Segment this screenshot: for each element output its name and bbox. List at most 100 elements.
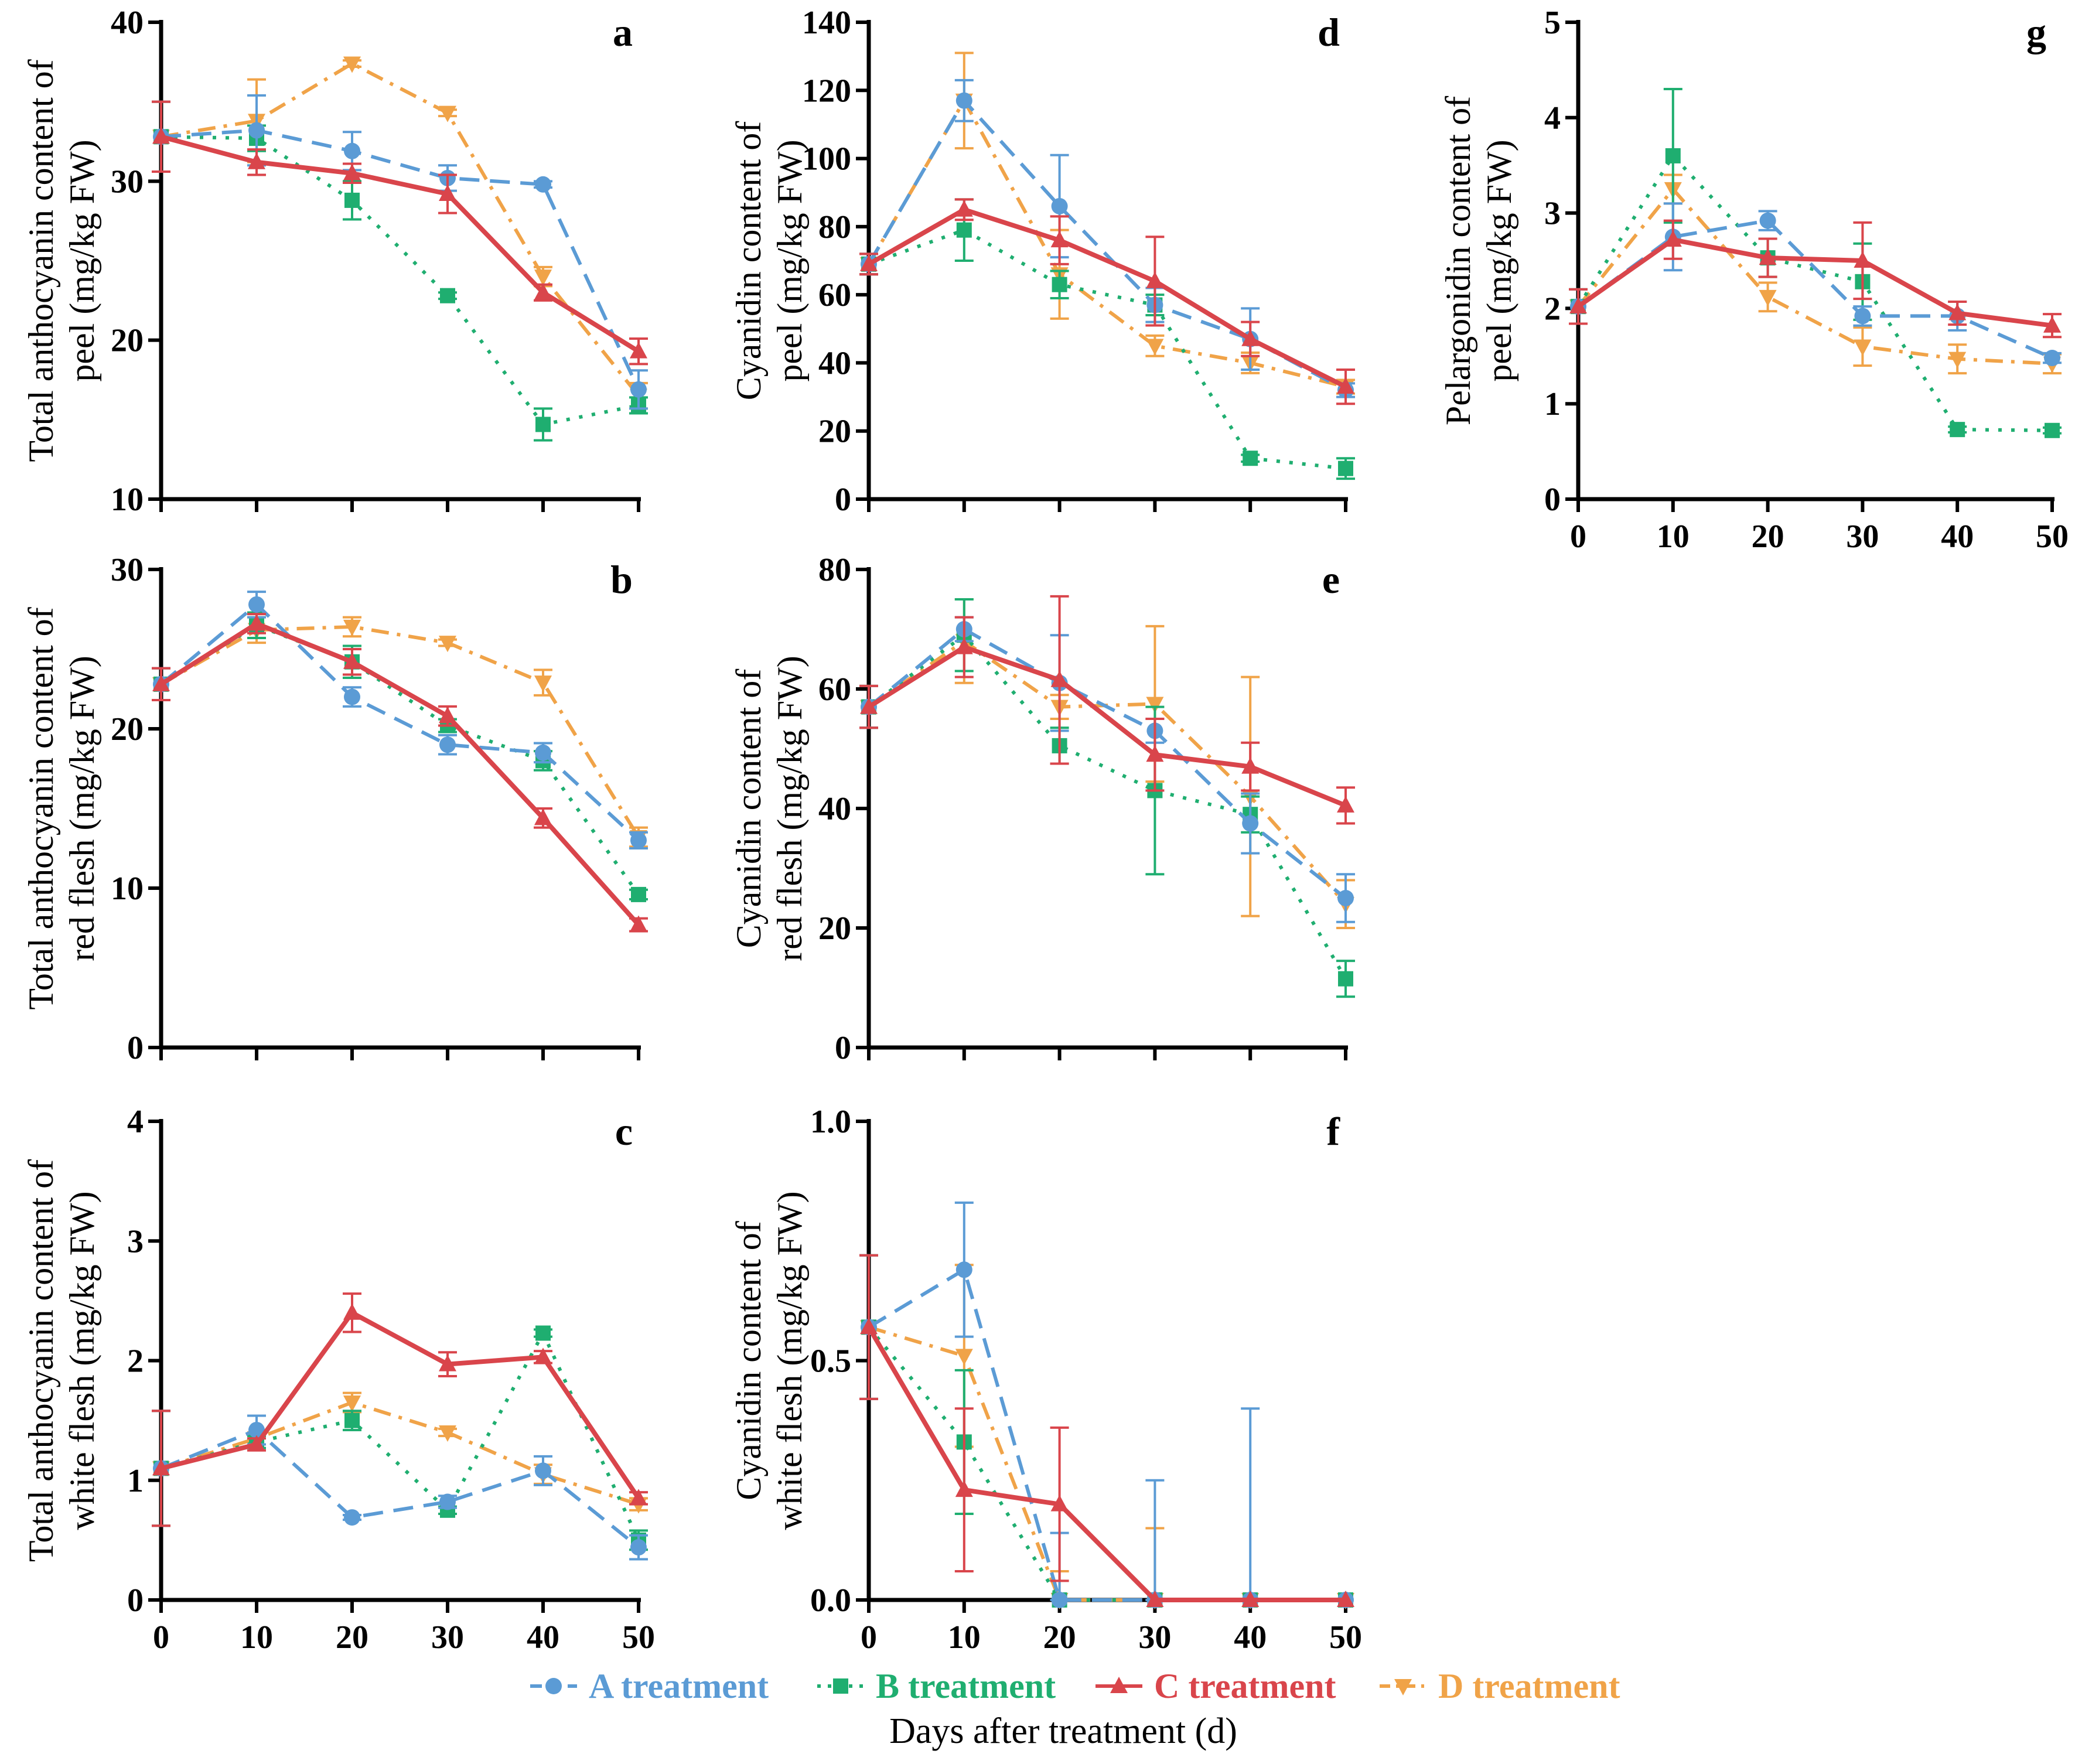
x-axis-title: Days after treatment (d) [889, 1711, 1237, 1751]
series-line [160, 1428, 640, 1549]
data-point [860, 697, 878, 714]
data-point [343, 652, 361, 669]
legend-item-D-treatment: D treatment [1380, 1667, 1620, 1705]
y-tick-label: 5 [1544, 5, 1561, 41]
panel-letter: a [613, 10, 633, 54]
legend-marker [1394, 1679, 1412, 1695]
y-axis-label-line: Cyanidin content of [729, 1221, 768, 1500]
y-axis-label-line: peel (mg/kg FW) [770, 139, 809, 381]
y-axis-label-line: red flesh (mg/kg FW) [770, 656, 809, 961]
data-point [152, 1459, 170, 1476]
y-tick-label: 1.0 [810, 1104, 851, 1140]
panel-letter: b [610, 557, 633, 602]
x-tick-label: 10 [948, 1619, 981, 1656]
y-tick-label: 20 [818, 414, 851, 450]
y-tick-label: 140 [802, 5, 851, 41]
y-axis-label-line: peel (mg/kg FW) [63, 139, 101, 381]
panel-letter: c [615, 1109, 633, 1154]
data-point [1569, 297, 1587, 314]
series-line [160, 625, 640, 838]
data-point [630, 832, 647, 849]
series-line [1576, 187, 2053, 366]
series-line [160, 134, 640, 354]
series-C-treatment [859, 198, 1355, 405]
data-point [1052, 277, 1067, 292]
data-point [439, 1493, 456, 1510]
series-line [866, 1326, 1346, 1602]
legend-marker [545, 1678, 562, 1694]
legend-label: B treatment [876, 1667, 1056, 1705]
series-C-treatment [1569, 219, 2062, 339]
y-tick-label: 80 [818, 209, 851, 245]
data-point [1337, 377, 1354, 394]
data-point [955, 1349, 973, 1366]
data-point [630, 1539, 647, 1556]
data-point [344, 142, 360, 159]
data-point [534, 675, 552, 692]
data-point [631, 886, 646, 902]
y-tick-label: 30 [111, 163, 144, 200]
data-point [1338, 460, 1353, 476]
series-line [161, 1331, 640, 1541]
data-point [344, 192, 360, 208]
y-tick-label: 30 [111, 552, 144, 588]
data-point [248, 1421, 265, 1438]
data-point [630, 342, 647, 359]
data-point [439, 636, 456, 653]
y-axis-label: Cyanidin content ofpeel (mg/kg FW) [729, 121, 809, 401]
series-C-treatment [859, 1254, 1354, 1607]
data-point [440, 288, 455, 303]
y-tick-label: 10 [111, 482, 144, 518]
y-tick-label: 0 [835, 1030, 851, 1066]
data-point [535, 1325, 551, 1341]
data-point [1241, 757, 1260, 774]
y-axis-label-line: peel (mg/kg FW) [1480, 139, 1518, 381]
x-tick-label: 0 [153, 1619, 169, 1656]
data-point [1664, 230, 1682, 247]
legend-label: D treatment [1438, 1667, 1620, 1705]
data-point [1337, 1591, 1354, 1607]
y-tick-label: 1 [127, 1463, 144, 1499]
data-point [1051, 197, 1068, 214]
panel-a: 10 20 30 40 Total anthocyanin content ofpeel… [22, 5, 648, 518]
data-point [1242, 815, 1259, 832]
x-tick-label: 50 [622, 1619, 655, 1656]
data-point [955, 1480, 973, 1497]
data-point [535, 417, 551, 432]
data-point [343, 1395, 361, 1412]
data-point [534, 283, 552, 300]
y-tick-label: 40 [111, 5, 144, 41]
data-point [955, 1261, 972, 1278]
data-point [344, 1509, 360, 1526]
y-tick-label: 10 [111, 871, 144, 907]
series-C-treatment [859, 595, 1355, 825]
data-point [956, 222, 972, 238]
data-point [1050, 231, 1069, 248]
series-line [868, 207, 1347, 389]
data-point [1050, 670, 1069, 687]
data-point [248, 152, 265, 169]
panel-d: 0 20 40 60 80 100 120 140 Cyanidin content ofpee… [729, 5, 1355, 518]
data-point [1854, 251, 1872, 268]
x-tick-label: 20 [1043, 1619, 1076, 1656]
x-tick-label: 30 [431, 1619, 464, 1656]
data-point [534, 269, 552, 286]
y-tick-label: 60 [818, 277, 851, 313]
data-point [343, 163, 361, 180]
data-point [534, 808, 552, 825]
series-line [161, 1310, 641, 1500]
y-tick-label: 100 [802, 141, 851, 178]
series-line [867, 644, 1347, 808]
y-tick-label: 40 [818, 345, 851, 381]
data-point [2045, 422, 2060, 438]
data-point [535, 176, 551, 193]
data-point [439, 736, 456, 753]
data-point [343, 1303, 361, 1320]
data-point [344, 688, 360, 705]
data-point [1146, 271, 1164, 288]
panel-letter: e [1322, 557, 1340, 602]
